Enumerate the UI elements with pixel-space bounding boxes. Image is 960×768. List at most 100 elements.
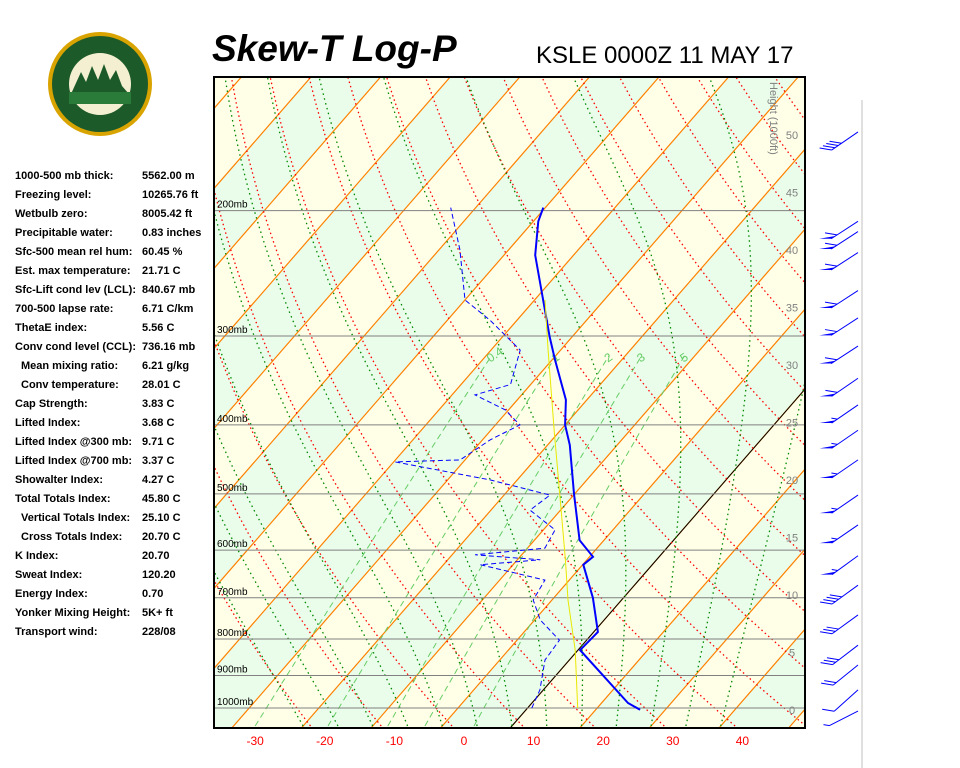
wind-barb-half-feather [831, 537, 838, 540]
stat-value: 20.70 [142, 550, 170, 562]
chart-title: Skew-T Log-P [212, 28, 457, 69]
stat-label: Sweat Index: [15, 569, 83, 581]
reference-isotherm-line [509, 388, 805, 728]
stat-label: Conv temperature: [21, 379, 119, 391]
stat-label: Lifted Index @300 mb: [15, 436, 133, 448]
height-tick-label: 0 [789, 705, 795, 717]
stat-row: Lifted Index @300 mb: 9.71 C [15, 434, 201, 453]
isotherm-line [300, 148, 805, 728]
stat-row: Sfc-Lift cond lev (LCL): 840.67 mb [15, 282, 201, 301]
dry-adiabat-line [873, 53, 960, 726]
wind-barb-pennant [819, 246, 836, 250]
moist-adiabat-line [318, 77, 548, 726]
wind-barb-feather [825, 389, 838, 393]
stat-row: Precipitable water: 0.83 inches [15, 225, 201, 244]
stat-value: 5K+ ft [142, 607, 173, 619]
stat-value: 0.83 inches [142, 227, 202, 239]
wind-barb-half-feather [831, 442, 838, 445]
stat-value: 0.70 [142, 588, 164, 600]
mixing-ratio-line [254, 355, 492, 727]
stat-row: Mean mixing ratio: 6.21 g/kg [15, 358, 201, 377]
stat-label: Sfc-Lift cond lev (LCL): [15, 284, 136, 296]
wind-barb [819, 317, 859, 336]
stat-label: Yonker Mixing Height: [15, 607, 131, 619]
moist-adiabat-line [685, 77, 753, 727]
height-tick-label: 10 [786, 590, 798, 602]
wind-barb [819, 404, 859, 424]
station-time-label: KSLE 0000Z 11 MAY 17 [536, 42, 794, 69]
wind-barb-feather [820, 662, 833, 666]
stat-row: Lifted Index @700 mb: 3.37 C [15, 453, 201, 472]
moist-adiabat-line [465, 77, 627, 727]
temperature-tick-label: -20 [316, 734, 334, 748]
wind-barb [819, 494, 859, 514]
isotherm-line [214, 77, 730, 670]
stat-label: Mean mixing ratio: [21, 360, 119, 372]
wind-barb [819, 220, 859, 240]
isotherm-band [440, 309, 805, 728]
wind-barb-feather [820, 631, 833, 635]
oregon-forestry-logo [48, 32, 152, 136]
wind-barb-staff [831, 555, 859, 575]
mixing-ratio-line [327, 355, 557, 727]
wind-barb-staff [831, 524, 859, 544]
isotherm-line [231, 77, 799, 728]
wind-barb-feather [824, 357, 838, 361]
wind-barb [820, 584, 859, 605]
pressure-label: 500mb [217, 483, 248, 494]
wind-barb [823, 710, 859, 727]
stat-value: 25.10 C [142, 512, 181, 524]
temperature-tick-label: 30 [666, 734, 680, 748]
wind-barb [821, 664, 859, 686]
plot-background [214, 77, 805, 728]
stat-row: Cap Strength: 3.83 C [15, 396, 201, 415]
wind-barb-feather [826, 657, 840, 661]
wind-barb-pennant [819, 393, 836, 397]
plot-border [213, 76, 806, 729]
wind-barb [819, 377, 859, 397]
temperature-tick-label: -30 [247, 734, 265, 748]
isotherm-line [788, 708, 805, 728]
stat-row: K Index: 20.70 [15, 548, 201, 567]
wind-barb-staff [831, 131, 859, 151]
wind-barb-feather [829, 140, 842, 144]
mixing-ratio-label: 5 [677, 350, 691, 365]
dry-adiabat-line [230, 77, 594, 727]
pressure-label: 400mb [217, 414, 248, 425]
stat-label: Wetbulb zero: [15, 208, 88, 220]
dry-adiabat-line [424, 77, 805, 613]
wind-barb [822, 689, 859, 712]
wind-barb-pennant [819, 540, 836, 544]
height-axis-label: Height (1000ft) [767, 82, 779, 155]
wind-barb-feather [823, 659, 836, 663]
stat-value: 3.37 C [142, 455, 175, 467]
wind-barb-staff [830, 345, 859, 364]
stat-label: Vertical Totals Index: [21, 512, 131, 524]
stat-row: Total Totals Index: 45.80 C [15, 491, 201, 510]
stat-value: 6.21 g/kg [142, 360, 190, 372]
stat-row: Showalter Index: 4.27 C [15, 472, 201, 491]
pressure-label: 900mb [217, 664, 248, 675]
wind-barb [820, 644, 859, 666]
stat-row: Transport wind: 228/08 [15, 624, 201, 643]
stat-row: Yonker Mixing Height: 5K+ ft [15, 605, 201, 624]
dry-adiabat-line [269, 77, 665, 727]
isotherm-band [301, 149, 805, 728]
dry-adiabat-line [214, 186, 524, 727]
wind-barb [819, 131, 859, 151]
stat-row: ThetaE index: 5.56 C [15, 320, 201, 339]
wind-barb [820, 555, 859, 575]
height-tick-label: 5 [789, 648, 795, 660]
wind-barb-feather [819, 147, 832, 151]
wind-barb-feather [826, 626, 839, 630]
mixing-ratio-line [387, 355, 610, 727]
height-tick-label: 20 [786, 475, 798, 487]
dry-adiabat-line [579, 77, 805, 392]
wind-barb-feather [822, 708, 835, 712]
stat-value: 736.16 mb [142, 341, 196, 353]
mixing-ratio-label: 3 [634, 350, 648, 365]
dry-adiabat-line [541, 77, 805, 447]
pressure-label: 300mb [217, 325, 248, 336]
mixing-ratio-line [473, 355, 685, 727]
temperature-tick-label: 0 [461, 734, 468, 748]
